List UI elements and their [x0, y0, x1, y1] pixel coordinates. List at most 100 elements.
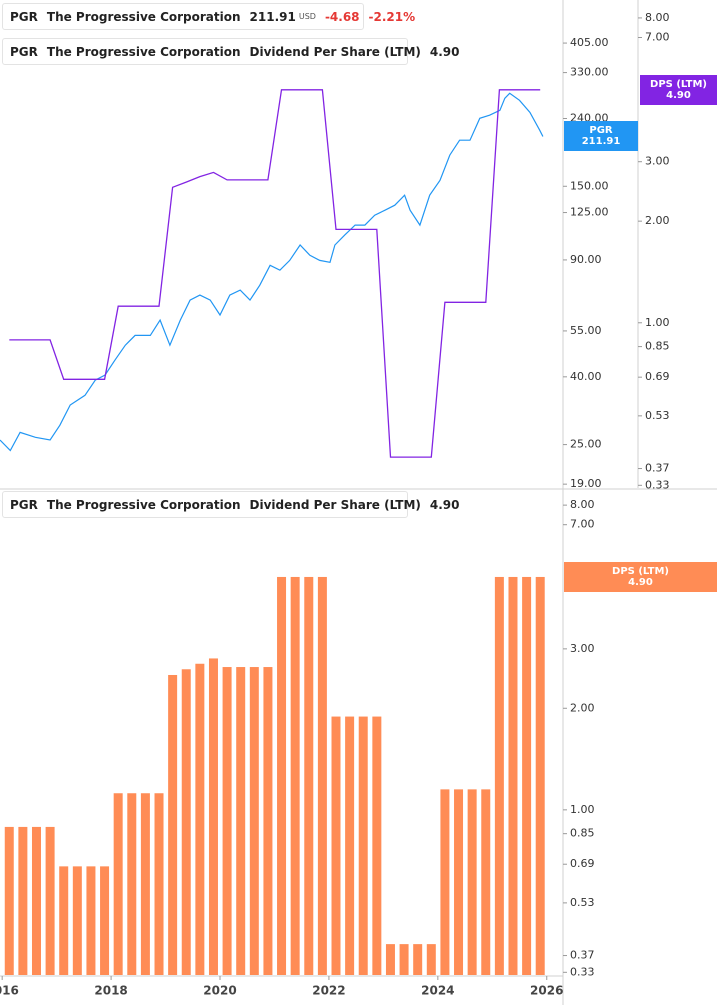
- bar: [290, 576, 300, 975]
- change-pct: -2.21%: [368, 9, 416, 24]
- y-tick-label: 3.00: [645, 155, 670, 168]
- bar: [304, 576, 314, 975]
- metric-value: 4.90: [429, 497, 460, 512]
- series-line: [0, 92, 544, 452]
- tag-name: DPS (LTM): [612, 565, 669, 577]
- series-line: [9, 89, 541, 458]
- bar: [399, 944, 409, 975]
- x-tick-label: 2016: [0, 984, 19, 998]
- y-tick-label: 125.00: [570, 206, 609, 219]
- y-tick-label: 0.53: [645, 409, 670, 422]
- bar: [263, 667, 273, 975]
- company: The Progressive Corporation: [46, 497, 241, 512]
- y-tick-label: 0.53: [570, 896, 595, 909]
- y-tick-label: 0.37: [645, 462, 670, 475]
- y-tick-label: 55.00: [570, 324, 602, 337]
- y-tick-label: 25.00: [570, 438, 602, 451]
- y-tick-label: 40.00: [570, 370, 602, 383]
- y-tick-label: 19.00: [570, 477, 602, 490]
- bar: [372, 716, 382, 975]
- bar: [522, 576, 532, 975]
- x-tick-label: 2022: [312, 984, 345, 998]
- bar: [18, 826, 28, 975]
- y-tick-label: 2.00: [645, 214, 670, 227]
- x-tick-label: 2024: [421, 984, 454, 998]
- bar: [181, 669, 191, 975]
- symbol: PGR: [10, 44, 38, 59]
- bar: [481, 789, 491, 975]
- bar: [4, 826, 14, 975]
- bar: [100, 866, 110, 975]
- price: 211.91: [249, 9, 296, 24]
- bar: [413, 944, 423, 975]
- tag-value: 211.91: [581, 136, 621, 148]
- y-tick-label: 0.85: [570, 827, 595, 840]
- bar: [331, 716, 341, 975]
- tag-value: 4.90: [666, 89, 691, 101]
- bar: [358, 716, 368, 975]
- bar: [535, 576, 545, 975]
- currency: USD: [298, 12, 316, 21]
- company: The Progressive Corporation: [46, 9, 241, 24]
- bar: [208, 658, 218, 975]
- tag-value: 4.90: [628, 576, 653, 588]
- bar: [86, 866, 96, 975]
- bar: [168, 674, 178, 975]
- bar: [494, 576, 504, 975]
- y-tick-label: 0.33: [570, 965, 595, 978]
- x-tick-label: 2018: [94, 984, 127, 998]
- bar: [140, 793, 150, 975]
- y-tick-label: 0.69: [645, 370, 670, 383]
- bar: [454, 789, 464, 975]
- y-tick-label: 2.00: [570, 701, 595, 714]
- bar: [127, 793, 137, 975]
- y-tick-label: 0.85: [645, 340, 670, 353]
- last-value-tag: DPS (LTM) 4.90: [640, 74, 717, 105]
- y-tick-label: 330.00: [570, 66, 609, 79]
- y-tick-label: 0.37: [570, 949, 595, 962]
- y-tick-label: 240.00: [570, 112, 609, 125]
- tag-name: PGR: [589, 125, 613, 137]
- bar: [113, 793, 123, 975]
- y-tick-label: 90.00: [570, 253, 602, 266]
- bar: [249, 667, 259, 975]
- y-tick-label: 7.00: [645, 30, 670, 43]
- last-value-tag: DPS (LTM) 4.90: [564, 561, 717, 592]
- bar: [72, 866, 82, 975]
- bar: [508, 576, 518, 975]
- y-tick-label: 405.00: [570, 36, 609, 49]
- bar: [317, 576, 327, 975]
- y-tick-label: 8.00: [645, 11, 670, 24]
- y-tick-label: 1.00: [570, 803, 595, 816]
- last-value-tag: PGR 211.91: [564, 121, 638, 152]
- y-tick-label: 8.00: [570, 498, 595, 511]
- bar: [440, 789, 450, 975]
- bar: [59, 866, 69, 975]
- x-tick-label: 2020: [203, 984, 236, 998]
- symbol: PGR: [10, 497, 38, 512]
- legend-dps: PGR The Progressive Corporation Dividend…: [2, 491, 460, 518]
- metric: Dividend Per Share (LTM): [249, 497, 421, 512]
- bar: [236, 667, 246, 975]
- bar: [385, 944, 395, 975]
- legend-price: PGR The Progressive Corporation 211.91 U…: [2, 3, 415, 30]
- bar: [195, 663, 205, 975]
- y-tick-label: 1.00: [645, 316, 670, 329]
- y-tick-label: 0.33: [645, 478, 670, 491]
- y-tick-label: 3.00: [570, 642, 595, 655]
- bar: [31, 826, 41, 975]
- company: The Progressive Corporation: [46, 44, 241, 59]
- y-tick-label: 7.00: [570, 518, 595, 531]
- y-tick-label: 150.00: [570, 179, 609, 192]
- metric: Dividend Per Share (LTM): [249, 44, 421, 59]
- bar: [154, 793, 164, 975]
- metric-value: 4.90: [429, 44, 460, 59]
- x-tick-label: 2026: [530, 984, 563, 998]
- bar: [222, 667, 232, 975]
- change: -4.68: [324, 9, 360, 24]
- y-tick-label: 0.69: [570, 857, 595, 870]
- bar: [45, 826, 55, 975]
- bar: [467, 789, 477, 975]
